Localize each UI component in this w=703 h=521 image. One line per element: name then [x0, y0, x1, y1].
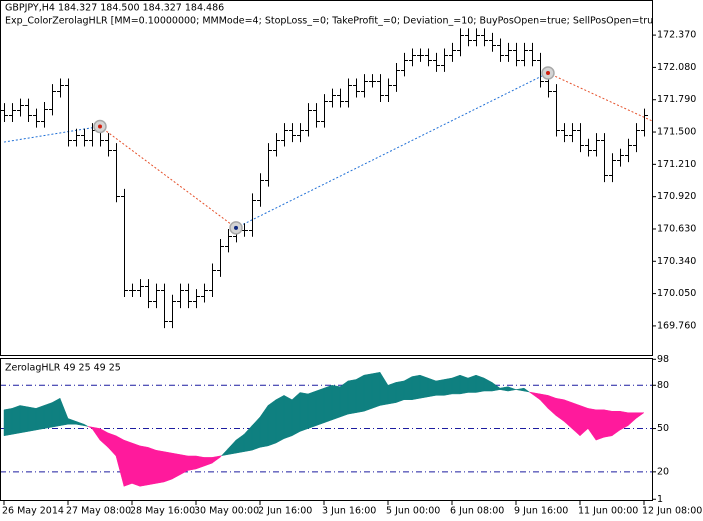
y-tick-label: 20	[657, 466, 669, 477]
band-segment	[595, 409, 605, 441]
chart-title: GBPJPY,H4 184.327 184.500 184.327 184.48…	[5, 3, 224, 14]
band-segment	[307, 390, 317, 429]
x-tick-label: 6 Jun 08:00	[450, 506, 504, 517]
indicator-title: ZerolagHLR 49 25 49 25	[5, 363, 121, 374]
zigzag-segment	[547, 72, 652, 122]
pivot-dot	[98, 124, 102, 129]
band-segment	[419, 374, 429, 399]
band-segment	[43, 402, 53, 429]
band-segment	[131, 442, 141, 487]
y-tick-label: 170.630	[657, 223, 696, 234]
x-tick-label: 5 Jun 00:00	[386, 506, 440, 517]
y-tick-label: 172.370	[657, 30, 696, 41]
band-segment	[603, 409, 613, 438]
band-segment	[163, 451, 173, 483]
band-segment	[467, 374, 477, 393]
band-segment	[427, 377, 437, 398]
zigzag-segment	[99, 126, 237, 229]
x-tick-label: 9 Jun 16:00	[514, 506, 568, 517]
band-segment	[507, 386, 517, 392]
pivot-dot	[546, 70, 550, 75]
y-tick-label: 170.340	[657, 256, 696, 267]
band-segment	[435, 379, 445, 396]
band-segment	[315, 387, 325, 427]
band-segment	[35, 405, 45, 431]
band-segment	[355, 374, 365, 413]
band-segment	[147, 446, 157, 486]
band-segment	[387, 382, 397, 405]
main-plot	[1, 28, 652, 329]
band-segment	[187, 455, 197, 471]
band-segment	[267, 399, 277, 447]
band-segment	[283, 394, 293, 440]
band-segment	[339, 380, 349, 418]
pivot-dot	[234, 225, 238, 230]
band-segment	[123, 439, 133, 487]
band-segment	[363, 373, 373, 412]
chart-subtitle: Exp_ColorZerolagHLR [MM=0.10000000; MMMo…	[5, 16, 703, 27]
y-tick-label: 171.790	[657, 94, 696, 105]
band-segment	[323, 384, 333, 424]
x-tick-label: 2 Jun 16:00	[258, 506, 312, 517]
axes: 172.370 172.080 171.790 171.500 171.210 170.9…	[2, 30, 702, 517]
x-tick-label: 28 May 16:00	[130, 506, 195, 517]
band-segment	[523, 387, 530, 393]
y-tick-label: 169.760	[657, 320, 696, 331]
band-segment	[459, 374, 469, 395]
band-segment	[139, 445, 149, 487]
band-segment	[635, 412, 645, 419]
band-segment	[371, 371, 381, 409]
x-tick-label: 12 Jun 08:00	[642, 506, 702, 517]
band-segment	[219, 455, 223, 459]
x-tick-label: 30 May 00:00	[194, 506, 259, 517]
y-tick-label: 170.920	[657, 191, 696, 202]
band-segment	[475, 374, 485, 393]
y-tick-label: 172.080	[657, 62, 696, 73]
band-segment	[443, 377, 453, 396]
band-segment	[27, 406, 37, 432]
band-segment	[171, 452, 181, 480]
y-tick-label: 98	[657, 354, 669, 365]
band-segment	[19, 405, 29, 434]
x-tick-label: 27 May 08:00	[66, 506, 131, 517]
band-segment	[299, 392, 309, 432]
y-tick-label: 50	[657, 423, 669, 434]
y-tick-label: 170.050	[657, 288, 696, 299]
band-segment	[51, 397, 61, 428]
y-tick-label: 80	[657, 380, 669, 391]
band-segment	[275, 394, 285, 444]
band-segment	[83, 423, 89, 427]
x-tick-label: 3 Jun 16:00	[322, 506, 376, 517]
band-segment	[395, 380, 405, 403]
band-segment	[411, 374, 421, 401]
band-segment	[347, 379, 357, 415]
band-segment	[403, 376, 413, 400]
band-segment	[331, 384, 341, 421]
band-segment	[155, 449, 165, 484]
indicator-frame	[0, 358, 653, 501]
x-tick-label: 11 Jun 00:00	[578, 506, 638, 517]
x-tick-label: 26 May 2014	[2, 506, 64, 517]
band-segment	[451, 374, 461, 395]
band-segment	[291, 391, 301, 437]
y-tick-label: 171.210	[657, 159, 696, 170]
indicator-plot	[1, 371, 652, 487]
band-segment	[3, 408, 13, 437]
main-frame	[0, 0, 653, 356]
y-tick-label: 171.500	[657, 127, 696, 138]
y-tick-label: 1	[657, 494, 663, 505]
band-segment	[11, 405, 21, 435]
